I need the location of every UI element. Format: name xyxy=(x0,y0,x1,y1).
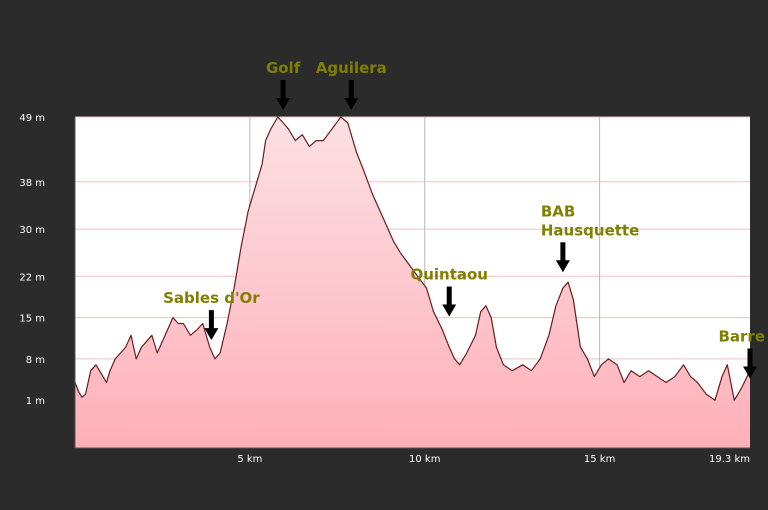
elevation-series xyxy=(74,116,751,448)
y-tick-label: 38 m xyxy=(19,178,45,189)
annotation-label: Quintaou xyxy=(410,266,488,284)
y-tick-label: 22 m xyxy=(19,272,45,283)
arrow-shaft xyxy=(348,80,354,101)
annotation-3: Quintaou xyxy=(410,266,488,317)
arrow-down-icon xyxy=(442,304,457,317)
arrow-down-icon xyxy=(743,366,757,379)
annotations: Sables d'Or Golf Aguilera Quintaou BABHausqu… xyxy=(163,59,765,379)
annotation-label: Aguilera xyxy=(316,59,387,77)
arrow-shaft xyxy=(747,348,753,369)
arrow-down-icon xyxy=(555,260,570,273)
annotation-label-line2: Hausquette xyxy=(541,221,639,239)
y-tick-label: 30 m xyxy=(19,225,45,236)
annotation-label: Barre xyxy=(718,328,765,346)
y-tick-label: 8 m xyxy=(26,355,45,366)
arrow-down-icon xyxy=(276,98,291,111)
arrow-shaft xyxy=(208,310,214,331)
annotation-0: Sables d'Or xyxy=(163,289,260,341)
arrow-down-icon xyxy=(204,328,219,341)
y-tick-label: 49 m xyxy=(19,113,45,124)
arrow-shaft xyxy=(446,286,452,307)
x-tick-label: 19.3 km xyxy=(709,454,750,465)
annotation-label: Sables d'Or xyxy=(163,289,260,307)
annotation-label: BAB xyxy=(541,202,575,220)
arrow-down-icon xyxy=(344,98,359,111)
annotation-label: Golf xyxy=(266,59,301,77)
annotation-2: Aguilera xyxy=(316,59,387,111)
x-tick-label: 5 km xyxy=(237,454,262,465)
y-tick-label: 15 m xyxy=(19,314,45,325)
arrow-shaft xyxy=(280,80,286,101)
elevation-area-fill xyxy=(75,117,750,448)
axes: 49 m 38 m 30 m 22 m 15 m 8 m 1 m 5 km 10 km 15 km… xyxy=(19,113,750,465)
arrow-shaft xyxy=(560,242,566,263)
x-tick-label: 15 km xyxy=(584,454,615,465)
annotation-1: Golf xyxy=(266,59,301,111)
elevation-line xyxy=(74,116,751,401)
y-tick-label: 1 m xyxy=(26,396,45,407)
annotation-5: Barre xyxy=(718,328,765,379)
x-tick-label: 10 km xyxy=(409,454,440,465)
